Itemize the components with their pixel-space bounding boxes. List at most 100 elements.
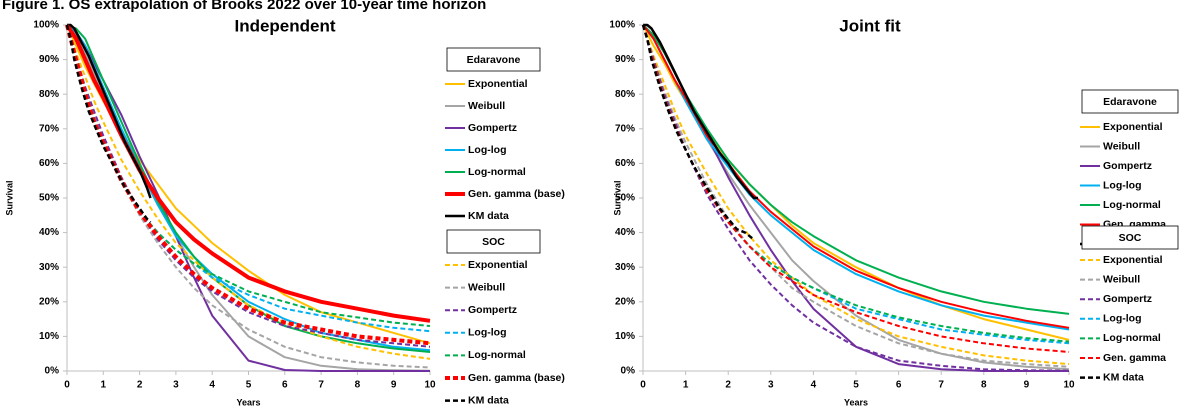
series-line xyxy=(642,24,1070,343)
series-line xyxy=(66,24,431,353)
y-tick-label: 50% xyxy=(615,193,635,204)
x-tick-label: 3 xyxy=(173,380,179,391)
series-line xyxy=(65,23,431,323)
x-tick-label: 8 xyxy=(981,380,987,391)
y-tick-label: 100% xyxy=(33,20,59,31)
y-tick-label: 50% xyxy=(39,193,59,204)
legend-label: Gompertz xyxy=(1103,293,1152,305)
legend-label: Log-log xyxy=(1103,179,1141,191)
legend-label: Exponential xyxy=(1103,121,1163,133)
series-line xyxy=(66,24,431,352)
y-tick-label: 90% xyxy=(39,54,59,65)
x-tick-label: 9 xyxy=(391,380,397,391)
y-tick-label: 60% xyxy=(39,158,59,169)
x-tick-label: 5 xyxy=(246,380,252,391)
series-line xyxy=(66,24,431,327)
x-tick-label: 10 xyxy=(1063,380,1075,391)
legend-label: Gen. gamma xyxy=(1103,352,1166,364)
legend-label: Gompertz xyxy=(468,304,517,316)
x-tick-label: 2 xyxy=(137,380,143,391)
x-tick-label: 4 xyxy=(811,380,817,391)
legend-label: Gen. gamma (base) xyxy=(468,188,565,200)
series-line xyxy=(67,23,152,199)
y-tick-label: 10% xyxy=(39,331,59,342)
legend-label: Weibull xyxy=(1103,273,1140,285)
y-tick-label: 10% xyxy=(615,331,635,342)
legend-label: Gompertz xyxy=(1103,160,1152,172)
series-line xyxy=(66,24,431,360)
legend-label: Gompertz xyxy=(468,122,517,134)
legend-label: Log-log xyxy=(468,327,506,339)
y-tick-label: 0% xyxy=(45,366,60,377)
legend-group-box xyxy=(446,229,541,254)
x-tick-label: 10 xyxy=(424,380,436,391)
legend-label: KM data xyxy=(1103,371,1144,383)
x-tick-label: 5 xyxy=(853,380,859,391)
y-tick-label: 20% xyxy=(615,296,635,307)
series-line xyxy=(65,24,152,224)
y-tick-label: 30% xyxy=(615,262,635,273)
legend-group-box xyxy=(446,47,541,72)
y-tick-label: 90% xyxy=(615,54,635,65)
x-tick-label: 6 xyxy=(282,380,288,391)
y-tick-label: 80% xyxy=(39,89,59,100)
y-tick-label: 60% xyxy=(615,158,635,169)
x-tick-label: 6 xyxy=(896,380,902,391)
x-tick-label: 9 xyxy=(1024,380,1030,391)
x-tick-label: 3 xyxy=(768,380,774,391)
x-tick-label: 1 xyxy=(683,380,689,391)
legend-group-box xyxy=(1081,89,1179,114)
legend-label: Log-normal xyxy=(468,349,526,361)
series-line xyxy=(66,24,431,348)
legend-group-title: Edaravone xyxy=(1103,96,1157,108)
legend-group-title: Edaravone xyxy=(467,54,521,66)
series-line xyxy=(642,24,1070,368)
y-tick-label: 100% xyxy=(609,20,635,31)
legend-label: Exponential xyxy=(468,78,528,90)
y-tick-label: 30% xyxy=(39,262,59,273)
series-line xyxy=(66,24,431,369)
legend-label: Log-normal xyxy=(1103,332,1161,344)
x-tick-label: 7 xyxy=(318,380,324,391)
legend-label: KM data xyxy=(468,210,509,222)
series-line xyxy=(642,24,1070,371)
series-line xyxy=(65,24,431,346)
legend-label: Weibull xyxy=(1103,140,1140,152)
legend-group-title: SOC xyxy=(482,236,505,248)
figure-title: Figure 1. OS extrapolation of Brooks 202… xyxy=(2,0,486,13)
series-line xyxy=(642,24,1070,372)
legend-label: Gen. gamma (base) xyxy=(468,372,565,384)
series-line xyxy=(642,24,1070,331)
legend-label: Weibull xyxy=(468,281,505,293)
x-tick-label: 0 xyxy=(640,380,646,391)
x-tick-label: 7 xyxy=(938,380,944,391)
legend-label: Log-normal xyxy=(1103,199,1161,211)
y-tick-label: 70% xyxy=(615,123,635,134)
legend-group-title: SOC xyxy=(1119,232,1142,244)
x-axis-label: Years xyxy=(236,397,260,407)
legend-group-box xyxy=(1081,225,1179,250)
legend-label: Log-log xyxy=(468,144,506,156)
series-line xyxy=(642,24,1070,366)
y-tick-label: 40% xyxy=(39,227,59,238)
y-axis-label: Survival xyxy=(4,180,14,215)
legend-label: Log-log xyxy=(1103,313,1141,325)
y-tick-label: 40% xyxy=(615,227,635,238)
x-tick-label: 0 xyxy=(64,380,70,391)
x-tick-label: 4 xyxy=(209,380,215,391)
series-line xyxy=(66,24,431,372)
legend-label: KM data xyxy=(468,394,509,406)
x-tick-label: 8 xyxy=(355,380,361,391)
legend-label: Exponential xyxy=(1103,254,1163,266)
x-axis-label: Years xyxy=(844,397,868,407)
x-tick-label: 1 xyxy=(101,380,107,391)
legend-label: Log-normal xyxy=(468,166,526,178)
series-line xyxy=(66,24,431,333)
y-tick-label: 0% xyxy=(621,366,636,377)
x-tick-label: 2 xyxy=(725,380,731,391)
y-tick-label: 70% xyxy=(39,123,59,134)
legend-label: Exponential xyxy=(468,259,528,271)
series-line xyxy=(643,23,758,200)
y-axis-label: Survival xyxy=(612,180,622,215)
